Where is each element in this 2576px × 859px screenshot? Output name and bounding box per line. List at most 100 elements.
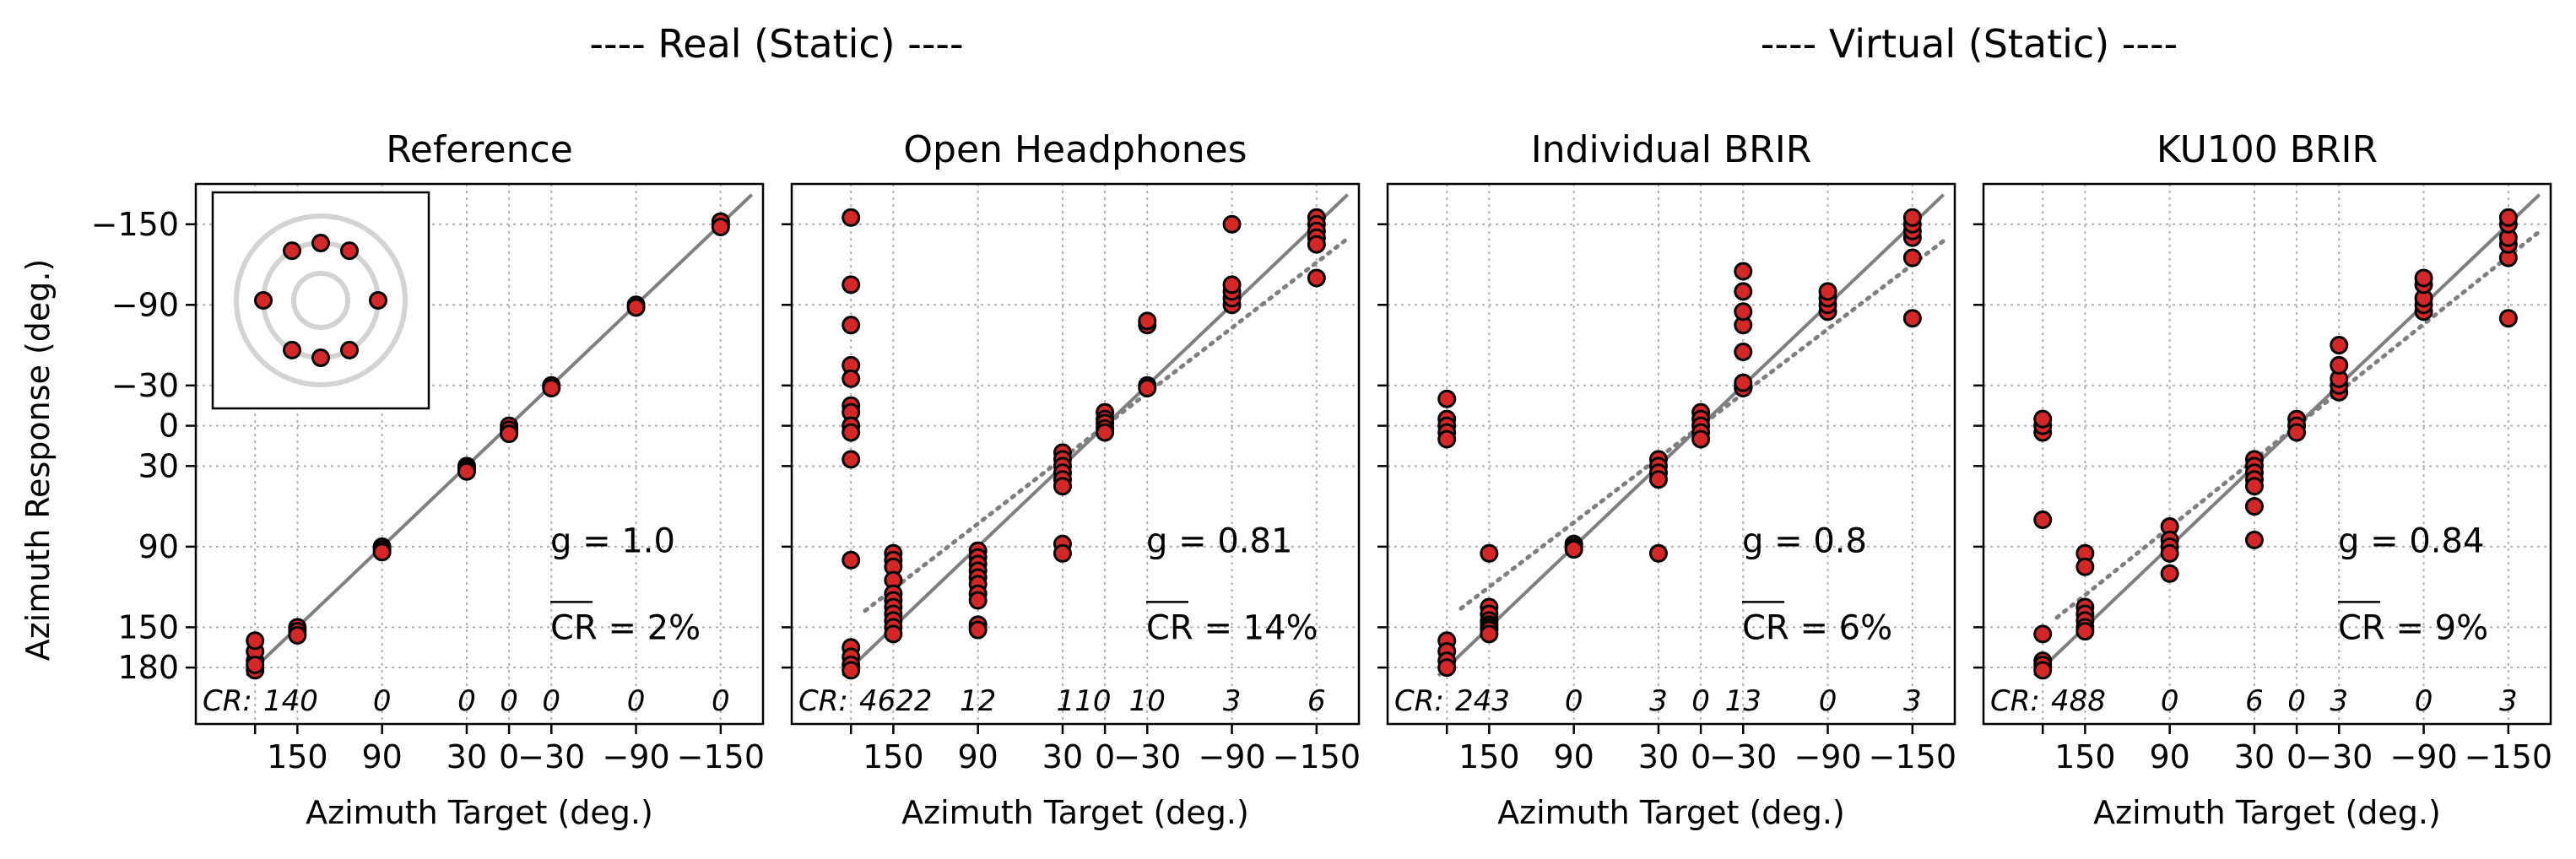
inset-speaker-2 [254, 291, 273, 310]
data-point-2 [2033, 409, 2053, 429]
data-point-14 [842, 661, 861, 680]
cr-mean-annotation: CR = 6% [1742, 608, 1892, 647]
data-point-2 [842, 316, 861, 335]
x-tick-label-4: 0 [2286, 738, 2307, 775]
data-point-62 [1307, 235, 1326, 254]
cr-count-3: 0 [2287, 684, 2306, 718]
cr-count-0: 4622 [859, 684, 933, 718]
cr-count-2: 110 [1057, 684, 1112, 718]
cr-count-0: 243 [1455, 684, 1510, 718]
data-point-4 [842, 369, 861, 388]
data-point-29 [2287, 423, 2307, 442]
x-axis-label: Azimuth Target (deg.) [306, 794, 653, 831]
inset-speaker-4 [311, 348, 330, 367]
y-tick-label-3: 0 [159, 408, 179, 445]
cr-count-1: 12 [960, 684, 996, 718]
y-tick-label-5: 90 [138, 528, 179, 565]
inset-ring-0 [234, 213, 408, 387]
cr-prefix: CR: [1394, 684, 1444, 718]
data-point-33 [1734, 343, 1753, 362]
data-point-13 [457, 462, 476, 481]
x-tick-label-2: 90 [1553, 738, 1594, 775]
identity-line [2032, 193, 2541, 678]
inset-speaker-1 [283, 241, 301, 261]
data-point-4 [1437, 430, 1457, 449]
cr-mean-annotation: CR = 9% [2338, 608, 2488, 647]
data-point-20 [626, 298, 646, 317]
data-point-8 [1437, 658, 1457, 678]
data-point-43 [1902, 248, 1922, 267]
panel-1: Open Headphones 150 90 30 0−30 −90 −150 Azimuth… [782, 128, 1361, 831]
data-point-19 [1564, 540, 1583, 559]
regression-line [1458, 239, 1946, 611]
data-point-19 [2160, 564, 2179, 583]
data-point-7 [288, 625, 307, 645]
inset-speaker-6 [369, 291, 387, 310]
data-point-63 [1307, 268, 1326, 288]
y-tick-label-7: 180 [117, 649, 179, 686]
inset-speaker-3 [283, 340, 301, 359]
x-tick-label-5: −30 [2305, 738, 2373, 775]
data-point-33 [968, 591, 988, 610]
data-point-34 [2330, 336, 2349, 355]
x-tick-label-1: 150 [1458, 738, 1520, 775]
cr-count-3: 0 [1691, 684, 1710, 718]
x-tick-label-3: 30 [1042, 738, 1083, 775]
panel-title: Individual BRIR [1531, 128, 1812, 171]
inset-ring-2 [291, 271, 350, 330]
x-tick-label-1: 150 [2054, 738, 2116, 775]
g-annotation: g = 0.81 [1146, 522, 1292, 561]
cr-count-3: 0 [500, 684, 518, 718]
x-tick-label-6: −90 [1198, 738, 1265, 775]
cr-count-6: 0 [712, 684, 730, 718]
data-point-23 [1648, 470, 1668, 489]
cr-mean-annotation: CR = 2% [550, 608, 701, 647]
x-axis-label: Azimuth Target (deg.) [1497, 794, 1845, 831]
axes-frame [790, 182, 1361, 726]
data-point-1 [842, 275, 861, 294]
inset-speaker-5 [340, 340, 359, 359]
data-point-4 [246, 655, 265, 674]
data-point-43 [1053, 543, 1072, 563]
cr-count-5: 0 [2415, 684, 2433, 718]
data-point-16 [500, 424, 519, 444]
cr-count-6: 3 [2499, 684, 2518, 718]
cr-count-1: 0 [1565, 684, 1583, 718]
inset-speaker-0 [311, 234, 330, 252]
panel-title: KU100 BRIR [2157, 128, 2378, 171]
data-point-26 [2244, 530, 2264, 549]
cr-count-3: 10 [1129, 684, 1166, 718]
data-point-39 [2414, 268, 2433, 288]
y-tick-label-6: 150 [117, 608, 179, 646]
data-point-23 [711, 217, 730, 236]
cr-count-2: 3 [1649, 684, 1668, 718]
x-tick-label-6: −90 [1794, 738, 1861, 775]
data-point-24 [2244, 477, 2264, 496]
x-tick-label-2: 90 [957, 738, 998, 775]
data-point-33 [2330, 355, 2349, 375]
data-point-24 [1648, 543, 1668, 563]
group-title-virtual: ---- Virtual (Static) ---- [1761, 21, 2178, 67]
x-tick-label-2: 90 [361, 738, 402, 775]
data-point-50 [1138, 378, 1157, 397]
data-point-32 [1734, 373, 1753, 392]
cr-count-0: 488 [2051, 684, 2106, 718]
data-point-25 [884, 624, 903, 644]
data-point-0 [842, 208, 861, 227]
cr-prefix: CR: [203, 684, 252, 718]
data-point-2 [246, 631, 265, 651]
data-point-0 [1437, 389, 1457, 408]
g-annotation: g = 1.0 [550, 522, 675, 561]
cr-count-4: 3 [2330, 684, 2348, 718]
cr-count-0: 140 [263, 684, 318, 718]
y-tick-label-0: −150 [91, 206, 179, 243]
cr-count-5: 6 [1307, 684, 1326, 718]
data-point-16 [1480, 624, 1499, 644]
x-tick-label-7: −150 [1273, 738, 1361, 775]
data-point-9 [1480, 543, 1499, 563]
inset-speaker-7 [340, 241, 359, 261]
